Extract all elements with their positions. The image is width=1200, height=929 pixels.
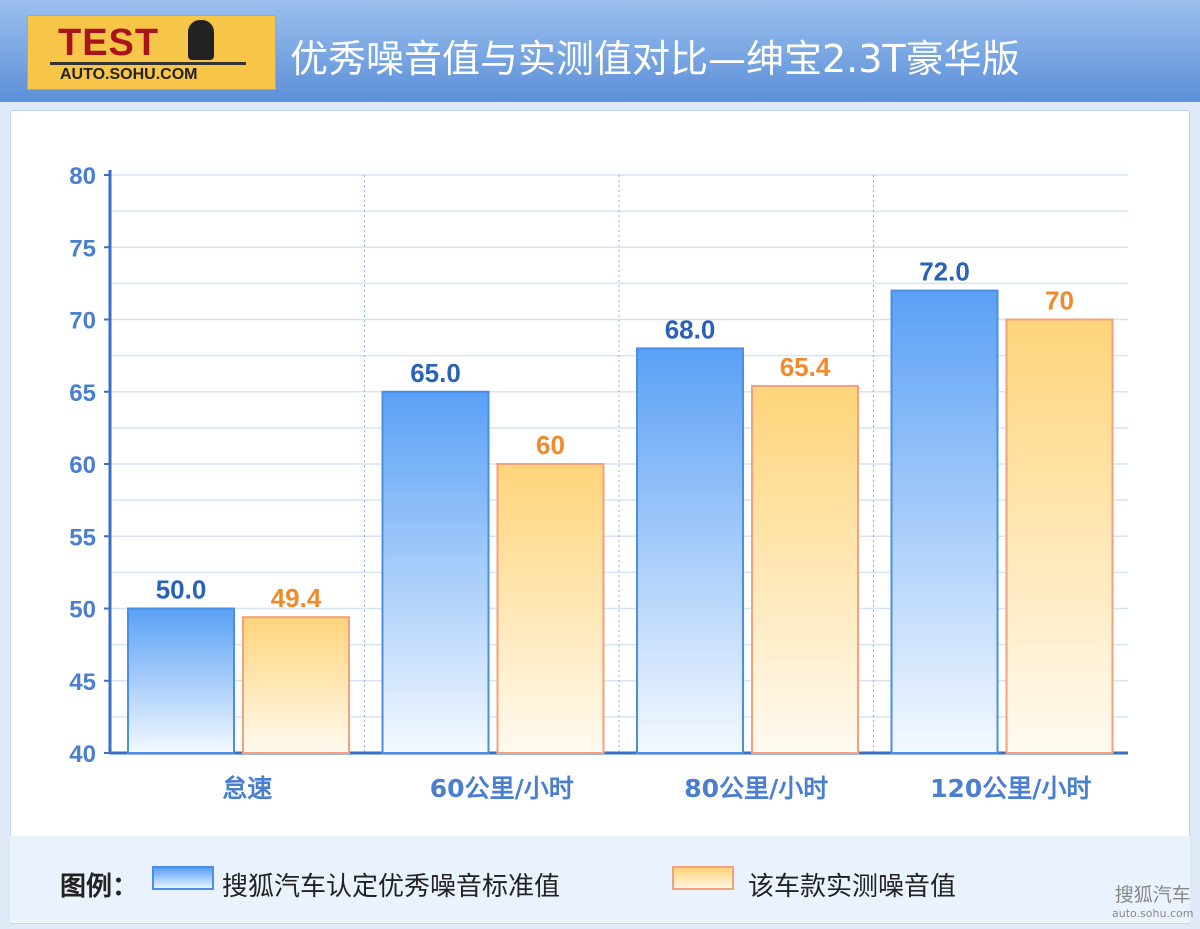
logo-text: TEST	[58, 22, 160, 64]
watermark-url: auto.sohu.com	[1112, 907, 1194, 920]
y-tick-label: 40	[69, 741, 96, 768]
chart-title: 优秀噪音值与实测值对比—绅宝2.3T豪华版	[290, 37, 1020, 81]
bar-standard	[890, 289, 999, 754]
bar-measured	[242, 616, 350, 754]
bar-measured	[1005, 318, 1114, 754]
bar-standard	[636, 347, 744, 754]
data-label: 65.4	[780, 352, 831, 382]
legend-swatch-measured	[672, 866, 734, 890]
bar-standard	[127, 607, 235, 754]
y-tick-label: 60	[69, 452, 96, 479]
data-label: 70	[1045, 286, 1074, 316]
watermark: 搜狐汽车 auto.sohu.com	[1112, 880, 1193, 920]
legend-entry-measured: 该车款实测噪音值	[748, 872, 957, 902]
test-logo: TEST AUTO.SOHU.COM	[27, 15, 276, 90]
y-tick-label: 70	[69, 308, 96, 335]
x-tick-label: 120公里/小时	[930, 774, 1091, 803]
y-tick-label: 45	[69, 669, 96, 696]
data-label: 50.0	[156, 575, 207, 605]
x-tick-label: 80公里/小时	[684, 774, 828, 803]
x-tick-label: 60公里/小时	[430, 774, 574, 803]
y-tick-label: 65	[69, 380, 96, 407]
data-label: 49.4	[271, 583, 322, 613]
legend-label: 图例：	[60, 872, 139, 902]
silhouette-icon	[188, 20, 214, 60]
data-label: 65.0	[410, 358, 461, 388]
logo-sub: AUTO.SOHU.COM	[60, 66, 198, 83]
header: TEST AUTO.SOHU.COM 优秀噪音值与实测值对比—绅宝2.3T豪华版	[0, 0, 1200, 102]
data-label: 72.0	[919, 257, 970, 287]
logo-divider	[50, 62, 246, 65]
y-tick-label: 50	[69, 597, 96, 624]
data-label: 68.0	[665, 314, 716, 344]
legend-entry-standard: 搜狐汽车认定优秀噪音标准值	[222, 872, 561, 902]
watermark-cn: 搜狐汽车	[1114, 884, 1191, 906]
y-tick-label: 75	[69, 235, 96, 262]
bar-standard	[381, 390, 490, 754]
data-label: 60	[536, 430, 565, 460]
legend-swatch-standard	[152, 866, 214, 890]
bar-measured	[496, 463, 605, 754]
bar-measured	[751, 384, 859, 754]
x-tick-label: 怠速	[222, 774, 272, 803]
y-tick-label: 55	[69, 524, 96, 551]
y-tick-label: 80	[69, 163, 96, 190]
